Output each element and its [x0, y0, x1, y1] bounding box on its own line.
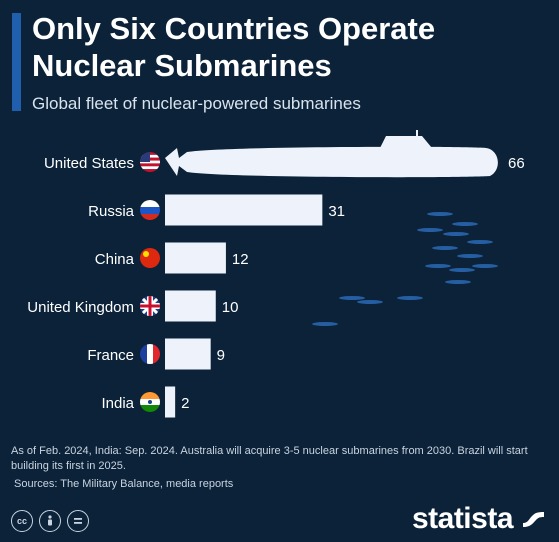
fish-11	[339, 296, 365, 300]
bar-united-kingdom	[165, 290, 216, 322]
chart-subtitle: Global fleet of nuclear-powered submarin…	[32, 94, 361, 113]
category-label: China	[95, 251, 135, 268]
value-label: 31	[328, 203, 345, 220]
fish-10	[445, 280, 471, 284]
bar-france	[165, 338, 211, 370]
title-accent-bar	[12, 13, 21, 111]
category-label: France	[87, 347, 134, 364]
submarine-periscope	[416, 130, 418, 136]
china-flag-icon	[140, 248, 160, 268]
fish-12	[397, 296, 423, 300]
france-flag-icon	[140, 344, 160, 364]
fish-5	[432, 246, 458, 250]
bar-india	[165, 386, 176, 418]
value-label: 2	[181, 395, 189, 412]
footnote: As of Feb. 2024, India: Sep. 2024. Austr…	[11, 445, 528, 472]
statista-logo[interactable]: statista	[412, 502, 547, 536]
fish-3	[443, 232, 469, 236]
brand-name: statista	[411, 502, 514, 535]
fish-9	[472, 264, 498, 268]
bar-china	[165, 242, 226, 274]
category-label: United Kingdom	[27, 299, 134, 316]
category-label: India	[101, 395, 134, 412]
value-label: 66	[508, 155, 525, 172]
fish-13	[357, 300, 383, 304]
uk-flag-icon	[140, 296, 160, 316]
bar-chart: 66 United States 31 Russia 12 China 10 United K…	[27, 130, 525, 418]
fish-8	[449, 268, 475, 272]
category-label: Russia	[88, 203, 135, 220]
bar-russia	[165, 194, 323, 226]
value-label: 10	[222, 299, 239, 316]
value-label: 12	[232, 251, 249, 268]
fish-4	[467, 240, 493, 244]
category-label: United States	[44, 155, 134, 172]
india-flag-icon	[140, 392, 160, 412]
fish-6	[457, 254, 483, 258]
creative-commons-icon[interactable]: cc	[11, 510, 33, 532]
no-derivatives-icon[interactable]	[67, 510, 89, 532]
submarine-sail	[380, 136, 432, 148]
statista-mark-icon	[523, 512, 544, 527]
fish-0	[427, 212, 453, 216]
sources-note: Sources: The Military Balance, media rep…	[14, 478, 234, 490]
fish-1	[452, 222, 478, 226]
russia-flag-icon	[140, 200, 160, 220]
bar-united-states	[165, 146, 498, 178]
chart-title: Only Six Countries Operate Nuclear Subma…	[32, 11, 436, 83]
fish-2	[417, 228, 443, 232]
us-flag-icon	[140, 152, 160, 172]
fish-7	[425, 264, 451, 268]
value-label: 9	[217, 347, 225, 364]
license-icons: cc	[11, 510, 89, 532]
fish-14	[312, 322, 338, 326]
attribution-icon[interactable]	[39, 510, 61, 532]
